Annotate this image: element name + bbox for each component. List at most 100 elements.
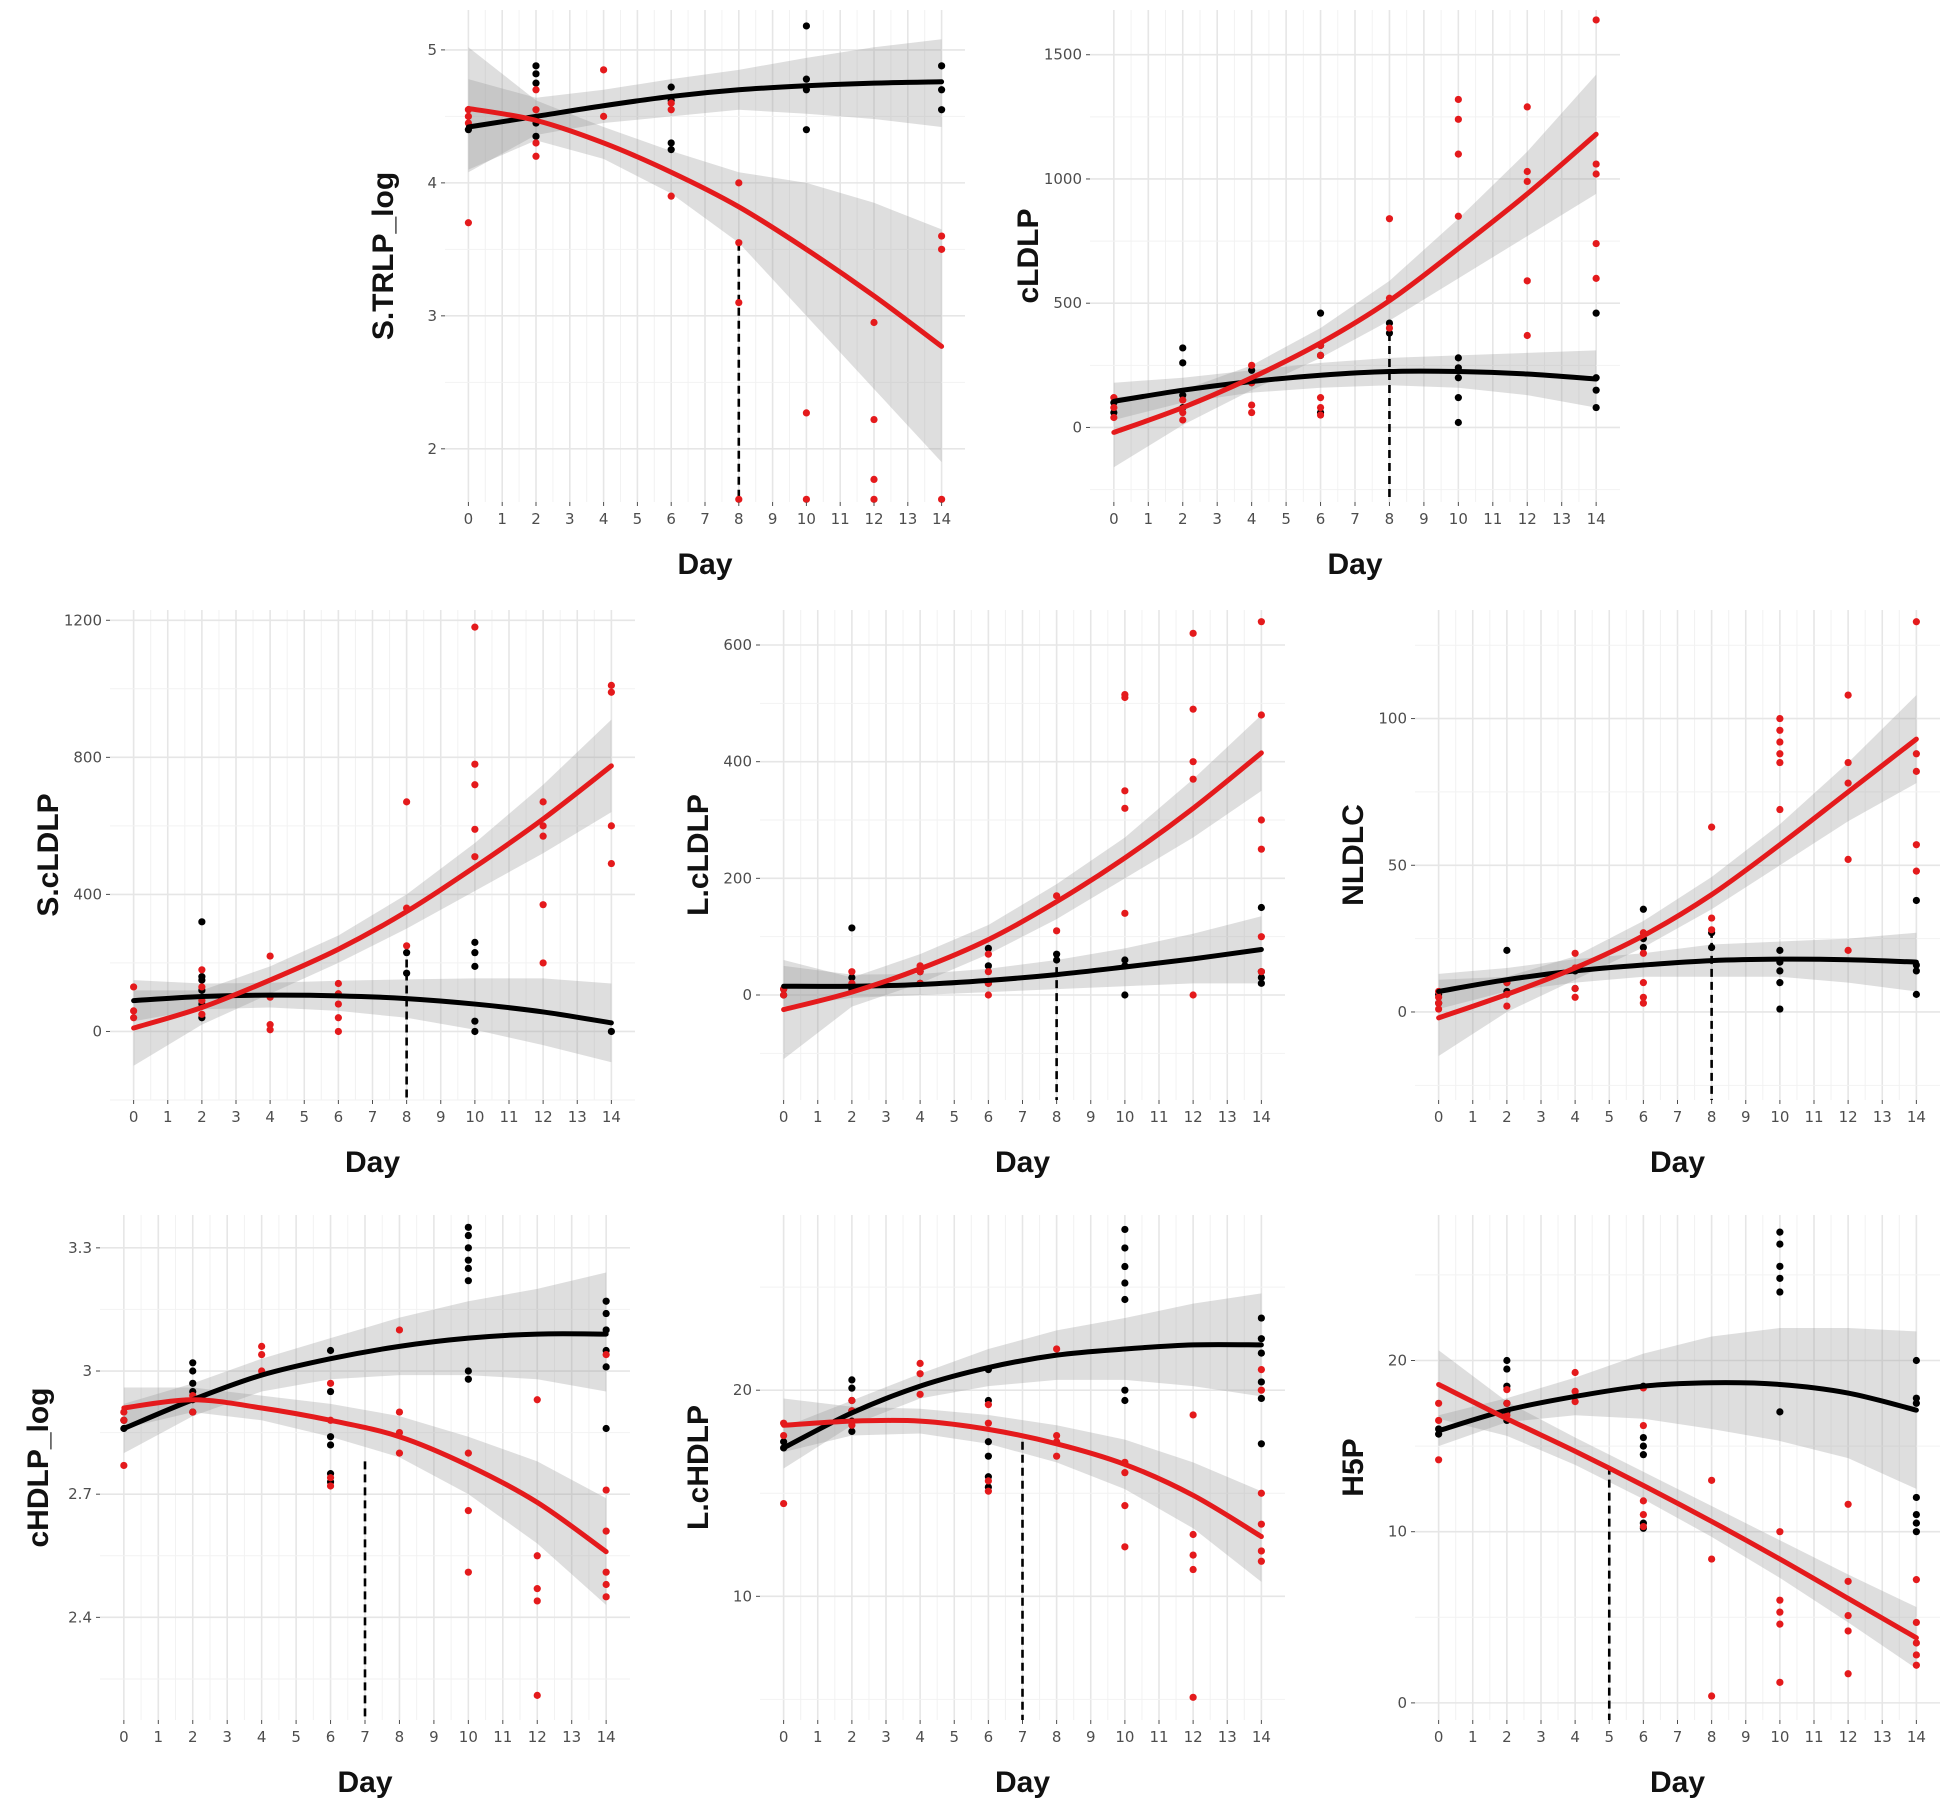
data-point-red xyxy=(1257,845,1265,853)
x-tick-label: 6 xyxy=(326,1728,336,1746)
data-point-black xyxy=(1121,1262,1129,1271)
x-tick-label: 9 xyxy=(1086,1728,1096,1746)
data-point-red xyxy=(1454,212,1462,220)
y-tick-label: 1000 xyxy=(1044,170,1082,188)
data-point-black xyxy=(189,1359,197,1367)
x-tick-label: 13 xyxy=(1873,1108,1892,1126)
x-tick-label: 8 xyxy=(395,1728,405,1746)
data-point-red xyxy=(1776,738,1784,746)
data-point-red xyxy=(533,1597,541,1605)
data-point-red xyxy=(1257,618,1265,626)
data-point-red xyxy=(1523,331,1531,340)
x-axis-label: Day xyxy=(1650,1146,1705,1179)
data-point-red xyxy=(1121,787,1129,795)
data-point-red xyxy=(1571,1387,1579,1395)
data-point-red xyxy=(395,1326,404,1334)
data-point-red xyxy=(1189,1551,1197,1559)
y-tick-label: 3.3 xyxy=(68,1239,92,1257)
data-point-black xyxy=(1776,1262,1784,1270)
x-axis-label: Day xyxy=(1327,548,1382,581)
data-point-black xyxy=(1912,1510,1920,1519)
confidence-band-black xyxy=(1438,932,1917,1010)
data-point-red xyxy=(1776,758,1784,767)
data-point-red xyxy=(848,1396,856,1405)
x-tick-label: 14 xyxy=(1587,510,1606,528)
y-tick-label: 2 xyxy=(427,440,437,458)
data-point-black xyxy=(1912,1493,1920,1502)
x-tick-label: 12 xyxy=(528,1728,547,1746)
fit-line-black xyxy=(1436,956,1919,994)
data-point-red xyxy=(667,106,675,114)
data-point-red xyxy=(1639,1497,1647,1505)
data-point-red xyxy=(735,495,743,503)
x-tick-label: 10 xyxy=(1770,1108,1789,1126)
data-point-red xyxy=(938,495,946,503)
data-point-black xyxy=(1776,1240,1784,1248)
data-point-black xyxy=(1179,344,1187,352)
data-point-red xyxy=(471,623,479,631)
grid xyxy=(1415,610,1940,1100)
data-point-black xyxy=(532,70,540,78)
data-point-red xyxy=(870,318,878,327)
data-point-red xyxy=(1776,1620,1784,1628)
data-point-red xyxy=(1503,1386,1511,1394)
data-point-red xyxy=(1435,1416,1443,1425)
data-point-red xyxy=(1844,691,1852,699)
x-tick-label: 2 xyxy=(1502,1728,1512,1746)
y-tick-label: 20 xyxy=(733,1381,752,1399)
data-point-black xyxy=(1121,991,1129,999)
x-tick-label: 10 xyxy=(459,1728,478,1746)
x-tick-label: 8 xyxy=(1707,1108,1717,1126)
x-tick-label: 12 xyxy=(1518,510,1537,528)
data-point-red xyxy=(1257,1386,1265,1394)
x-tick-label: 12 xyxy=(864,510,883,528)
confidence-band-black xyxy=(133,978,612,1063)
grid xyxy=(760,610,1285,1100)
data-point-black xyxy=(1912,896,1920,905)
data-point-black xyxy=(938,86,946,94)
data-point-red xyxy=(130,1014,138,1022)
x-tick-label: 5 xyxy=(291,1728,301,1746)
data-point-red xyxy=(1257,1557,1265,1565)
x-tick-label: 13 xyxy=(898,510,917,528)
data-point-red xyxy=(403,942,411,950)
data-point-red xyxy=(1592,170,1600,178)
data-point-black xyxy=(189,1367,197,1375)
data-point-black xyxy=(1454,394,1462,402)
data-point-red xyxy=(334,1000,342,1008)
data-point-black xyxy=(471,949,479,957)
data-point-black xyxy=(1912,1528,1920,1536)
y-tick-label: 0 xyxy=(1397,1694,1407,1712)
y-tick-label: 0 xyxy=(1397,1003,1407,1021)
data-point-red xyxy=(532,152,540,160)
data-point-black xyxy=(1776,1408,1784,1416)
data-point-black xyxy=(1776,946,1784,954)
x-tick-label: 2 xyxy=(847,1728,857,1746)
data-point-red xyxy=(1639,1421,1647,1430)
x-tick-label: 1 xyxy=(1144,510,1154,528)
data-point-red xyxy=(1316,394,1325,402)
x-tick-label: 7 xyxy=(1018,1108,1028,1126)
y-tick-label: 2.7 xyxy=(68,1485,92,1503)
fit-line-red xyxy=(781,1417,1264,1540)
data-point-black xyxy=(464,1244,472,1252)
data-point-red xyxy=(1571,993,1579,1001)
y-tick-label: 0 xyxy=(1072,418,1082,436)
data-point-black xyxy=(1257,1314,1265,1322)
data-point-red xyxy=(1189,1565,1197,1574)
chart-panel-6: 0 1 2 3 4 5 6 7 8 9 10 11 12 13 142.42.733.3DaycHDLP_l… xyxy=(22,1215,630,1799)
data-point-red xyxy=(326,1474,335,1482)
x-tick-label: 7 xyxy=(1018,1728,1028,1746)
data-point-red xyxy=(130,1007,138,1015)
data-point-red xyxy=(1435,1005,1443,1013)
x-tick-label: 5 xyxy=(299,1108,309,1126)
data-point-red xyxy=(602,1527,610,1535)
data-point-red xyxy=(1316,411,1325,419)
data-point-black xyxy=(984,1452,992,1460)
y-tick-label: 4 xyxy=(427,174,437,192)
y-tick-label: 2.4 xyxy=(68,1608,92,1626)
data-point-red xyxy=(1571,984,1579,993)
